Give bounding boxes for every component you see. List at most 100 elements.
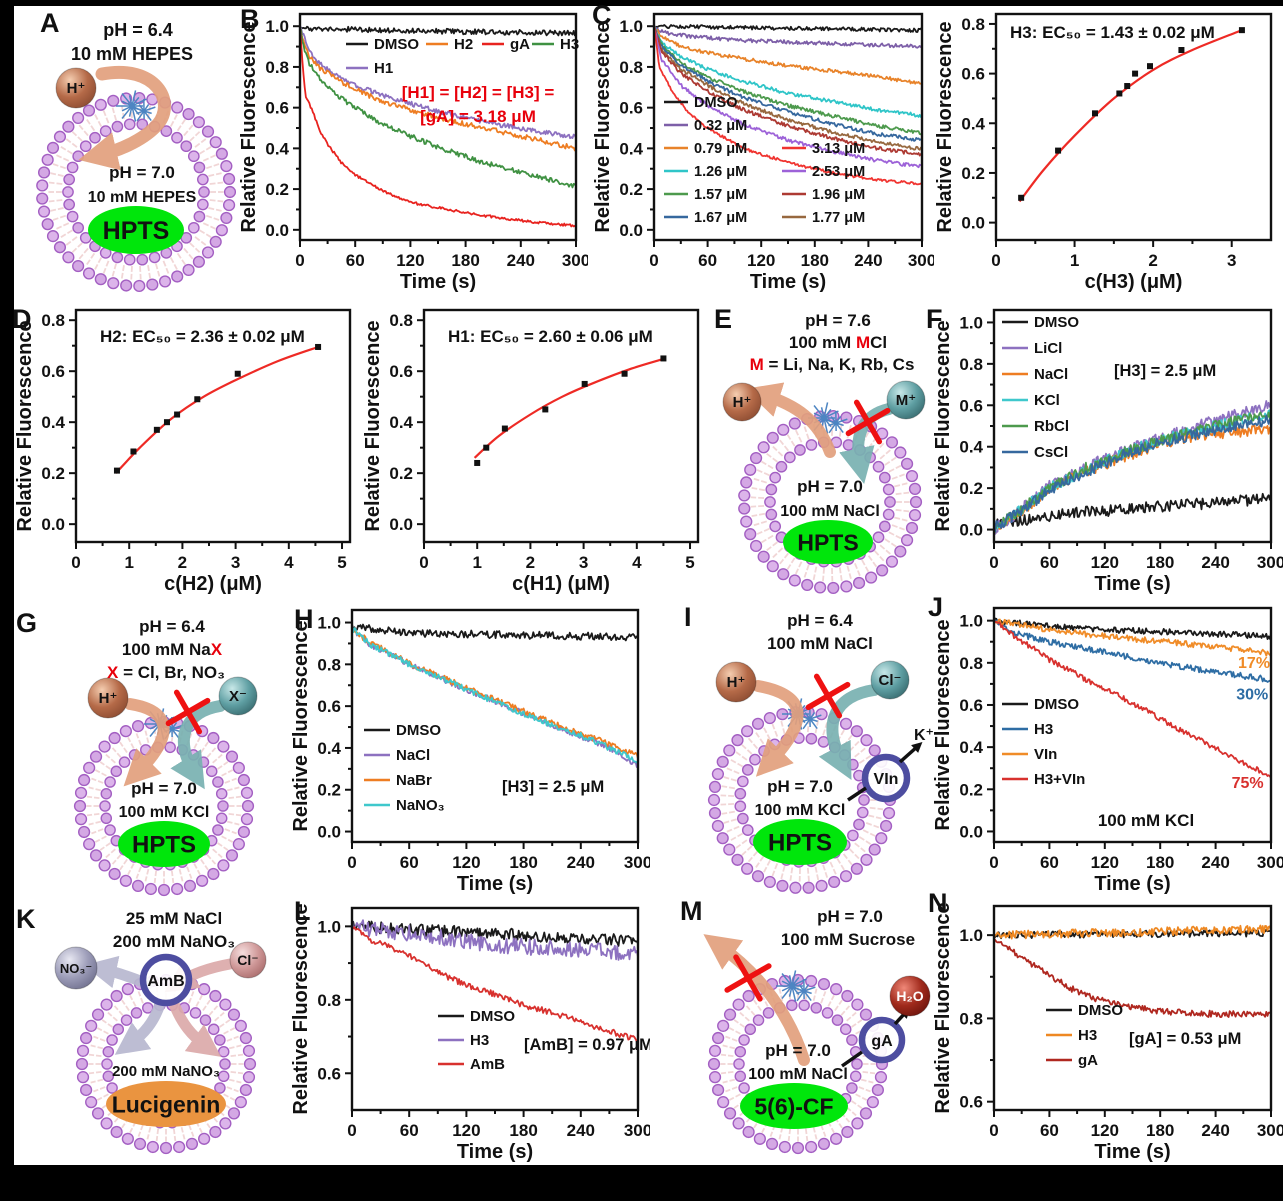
fit-curve — [115, 345, 319, 474]
y-tick-label: 1.0 — [959, 612, 983, 631]
y-tick-label: 0.6 — [265, 99, 289, 118]
y-tick-label: 1.0 — [317, 917, 341, 936]
ion-label: M⁺ — [896, 392, 916, 409]
panel-letter-B: B — [240, 4, 260, 34]
x-axis-label: c(H1) (μM) — [512, 573, 610, 595]
annotation: 30% — [1236, 687, 1268, 704]
annotation: 17% — [1238, 655, 1270, 672]
series-trace-H3 — [300, 26, 576, 189]
panel-letter-J: J — [928, 592, 944, 622]
y-tick-label: 0.4 — [959, 738, 983, 757]
x-tick-label: 4 — [632, 553, 642, 572]
scatter-point — [113, 467, 120, 474]
series-trace-H3 — [994, 619, 1271, 683]
diagram-text: X = Cl, Br, NO₃ — [107, 663, 225, 682]
x-tick-label: 0 — [71, 553, 80, 572]
axis-frame — [350, 906, 640, 1112]
y-tick-label: 0.0 — [961, 214, 985, 233]
plot-series — [994, 617, 1271, 779]
annotation: [H3] = 2.5 μM — [502, 778, 604, 796]
axis-frame — [992, 606, 1273, 844]
x-tick-label: 300 — [624, 853, 650, 872]
protein-ring-label: AmB — [147, 973, 184, 990]
diagram-text: pH = 6.4 — [787, 611, 853, 630]
x-tick-label: 60 — [698, 251, 717, 270]
x-tick-label: 60 — [1040, 853, 1059, 872]
x-tick-label: 120 — [1091, 553, 1119, 572]
x-tick-label: 2 — [178, 553, 187, 572]
ion-sphere — [229, 941, 267, 979]
diagram-text: pH = 6.4 — [139, 617, 205, 636]
protein-ring — [139, 953, 193, 1007]
pointer-label: K⁺ — [914, 727, 934, 744]
x-tick-label: 0 — [295, 251, 304, 270]
legend-label: H3 — [470, 1032, 489, 1049]
series-trace-VIn — [994, 618, 1271, 657]
panel-G-graphic: HPTS H⁺ X⁻ pH = 6.4 100 mM NaX X = Cl, Br, NO… — [73, 617, 258, 897]
x-tick-label: 2 — [1148, 251, 1157, 270]
y-tick-label: 0.2 — [961, 164, 985, 183]
diagram-text: 100 mM NaCl — [748, 1066, 848, 1083]
protein-ring-label: VIn — [874, 771, 899, 788]
blocked-cross-icon — [845, 399, 891, 445]
y-tick-label: 0.2 — [959, 479, 983, 498]
x-axis-label: c(H2) (μM) — [164, 573, 262, 595]
x-tick-label: 60 — [400, 1121, 419, 1140]
x-tick-label: 0 — [419, 553, 428, 572]
legend-label: 2.53 μM — [812, 164, 865, 180]
y-tick-label: 0.2 — [389, 464, 413, 483]
y-tick-label: 0.6 — [619, 99, 643, 118]
axis-frame — [992, 308, 1273, 544]
y-tick-label: 0.8 — [41, 311, 65, 330]
scatter-point — [1147, 63, 1153, 70]
figure-canvas: HPTS H⁺ pH = 6.4 10 mM HEPES pH = 7.0 10 mM H… — [12, 2, 1283, 1165]
x-tick-label: 300 — [908, 251, 934, 270]
y-tick-label: 0.2 — [317, 781, 341, 800]
panel-J-graphic: 0 60 120 180 240 300 0.0 0.2 0.4 0.6 0.8 1.0 Time (s… — [932, 606, 1283, 895]
scatter-point — [1018, 194, 1025, 201]
ion-label: NO₃⁻ — [60, 961, 92, 976]
x-tick-label: 120 — [1091, 1121, 1119, 1140]
cargo-label: HPTS — [132, 832, 196, 859]
ion-label: H⁺ — [67, 80, 86, 97]
y-tick-label: 0.0 — [317, 823, 341, 842]
x-tick-label: 1 — [472, 553, 481, 572]
pointer-line — [840, 1050, 864, 1068]
series-trace-DMSO — [654, 24, 922, 33]
protein-ring — [858, 1016, 906, 1064]
y-tick-label: 0.6 — [317, 697, 341, 716]
diagram-text: 100 mM KCl — [119, 804, 210, 821]
y-tick-label: 0.0 — [41, 515, 65, 534]
cargo-label: HPTS — [797, 529, 858, 555]
series-trace-RbCl — [994, 411, 1271, 533]
blocked-cross-icon — [724, 954, 772, 1002]
x-tick-label: 120 — [396, 251, 424, 270]
flux-arrow — [752, 680, 804, 777]
cargo-ellipse — [118, 821, 210, 867]
legend-label: H3 — [1034, 721, 1053, 738]
x-axis-label: c(H3) (μM) — [1085, 271, 1183, 293]
panel-C2: 0 1 2 3 0.0 0.2 0.4 0.6 0.8 c(H3) (μM) Relative Fl… — [934, 4, 1283, 296]
y-tick-label: 0.4 — [959, 438, 983, 457]
legend-label: 0.32 μM — [694, 118, 747, 134]
series-trace-DMSO — [352, 623, 638, 642]
series-trace-H1 — [300, 25, 576, 140]
panel-A: HPTS H⁺ pH = 6.4 10 mM HEPES pH = 7.0 10 mM H… — [16, 6, 236, 296]
y-tick-label: 0.4 — [41, 413, 65, 432]
cargo-label: HPTS — [768, 830, 832, 857]
y-tick-label: 0.8 — [265, 58, 289, 77]
panel-letter-I: I — [684, 602, 692, 632]
pointer-line — [847, 786, 867, 802]
panel-letter-H: H — [294, 604, 314, 634]
axis-frame — [652, 12, 924, 242]
panel-H-graphic: 0 60 120 180 240 300 0.0 0.2 0.4 0.6 0.8 1.0 Time (s… — [290, 608, 650, 895]
annotation: [H1] = [H2] = [H3] = — [402, 83, 555, 102]
panel-letter-D: D — [12, 304, 32, 334]
diagram-text: pH = 7.0 — [817, 907, 883, 926]
flux-arrow — [168, 998, 222, 1057]
legend-label: RbCl — [1034, 418, 1069, 435]
legend-label: DMSO — [470, 1008, 515, 1025]
series-trace-1.57 μM — [654, 25, 922, 136]
panel-L-graphic: 0 60 120 180 240 300 0.6 0.8 1.0 Time (s) Relative… — [290, 903, 650, 1163]
series-trace-DMSO — [352, 920, 638, 947]
